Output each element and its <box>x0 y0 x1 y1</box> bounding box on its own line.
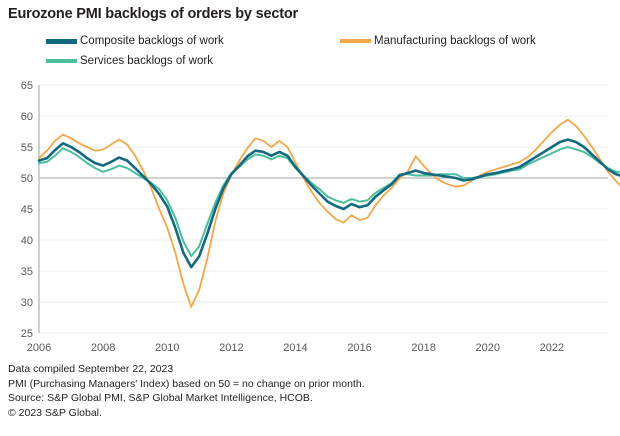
y-axis-tick-label: 60 <box>21 111 33 123</box>
x-axis-tick-label: 2012 <box>219 342 243 354</box>
legend-label-manufacturing: Manufacturing backlogs of work <box>374 35 536 47</box>
legend-item-composite[interactable]: Composite backlogs of work <box>46 34 224 48</box>
x-axis-tick-label: 2020 <box>476 342 500 354</box>
legend-swatch-services <box>46 59 77 63</box>
y-axis-tick-label: 65 <box>21 80 33 92</box>
chart-title: Eurozone PMI backlogs of orders by secto… <box>8 6 298 22</box>
footer-line-2: PMI (Purchasing Managers' Index) based o… <box>8 377 365 390</box>
plot-area: 25 30 35 40 45 50 55 60 65 2006 2008 2010 2012 2014 20… <box>21 80 620 354</box>
y-axis-tick-label: 50 <box>21 173 33 185</box>
y-axis-tick-label: 55 <box>21 142 33 154</box>
x-axis-tick-label: 2016 <box>347 342 371 354</box>
y-axis-tick-label: 40 <box>21 235 33 247</box>
series-line-manufacturing <box>38 118 620 308</box>
legend-item-manufacturing[interactable]: Manufacturing backlogs of work <box>340 34 536 48</box>
x-axis-tick-label: 2018 <box>411 342 435 354</box>
legend-swatch-composite <box>46 38 77 44</box>
legend-label-composite: Composite backlogs of work <box>80 35 224 47</box>
series-line-composite <box>37 138 620 269</box>
legend-label-services: Services backlogs of work <box>80 55 213 67</box>
y-axis-tick-label: 35 <box>21 266 33 278</box>
x-axis-tick-label: 2014 <box>283 342 307 354</box>
legend-item-services[interactable]: Services backlogs of work <box>46 54 213 68</box>
chart-legend: Composite backlogs of work Manufacturing… <box>0 34 620 74</box>
legend-swatch-manufacturing <box>340 39 371 43</box>
footer-line-3: Source: S&P Global PMI, S&P Global Marke… <box>8 392 313 404</box>
footer-line-1: Data compiled September 22, 2023 <box>8 363 174 375</box>
x-axis-tick-label: 2022 <box>540 342 564 354</box>
y-axis-tick-label: 25 <box>21 328 33 340</box>
x-axis-tick-label: 2008 <box>91 342 115 354</box>
y-axis-tick-label: 30 <box>21 297 33 309</box>
y-axis-tick-label: 45 <box>21 204 33 216</box>
series-line-services <box>38 146 620 258</box>
chart-footer: Data compiled September 22, 2023 PMI (Pu… <box>8 362 365 420</box>
x-axis-tick-label: 2006 <box>27 342 51 354</box>
x-axis-tick-label: 2010 <box>155 342 179 354</box>
footer-line-4: © 2023 S&P Global. <box>8 406 102 419</box>
